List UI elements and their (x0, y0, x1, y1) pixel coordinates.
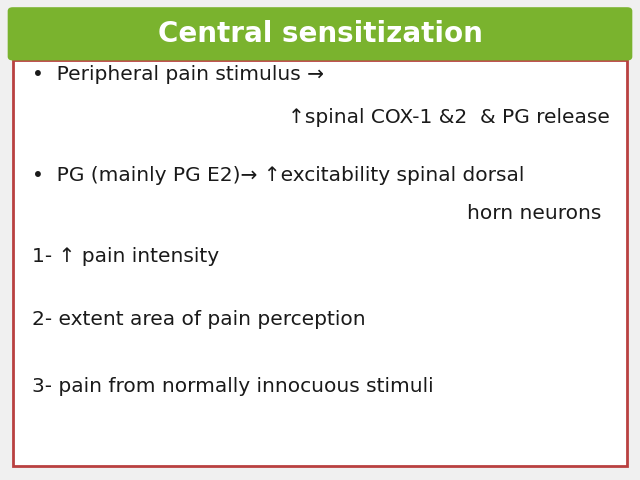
Text: 3- pain from normally innocuous stimuli: 3- pain from normally innocuous stimuli (32, 377, 434, 396)
Text: •  Peripheral pain stimulus →: • Peripheral pain stimulus → (32, 65, 324, 84)
Text: 2- extent area of pain perception: 2- extent area of pain perception (32, 310, 365, 329)
Text: 1- ↑ pain intensity: 1- ↑ pain intensity (32, 247, 219, 266)
Text: ↑spinal COX-1 &2  & PG release: ↑spinal COX-1 &2 & PG release (288, 108, 610, 127)
FancyBboxPatch shape (13, 60, 627, 466)
Text: horn neurons: horn neurons (467, 204, 602, 223)
Text: •  PG (mainly PG E2)→ ↑excitability spinal dorsal: • PG (mainly PG E2)→ ↑excitability spina… (32, 166, 524, 185)
FancyBboxPatch shape (8, 7, 632, 60)
Text: Central sensitization: Central sensitization (157, 20, 483, 48)
